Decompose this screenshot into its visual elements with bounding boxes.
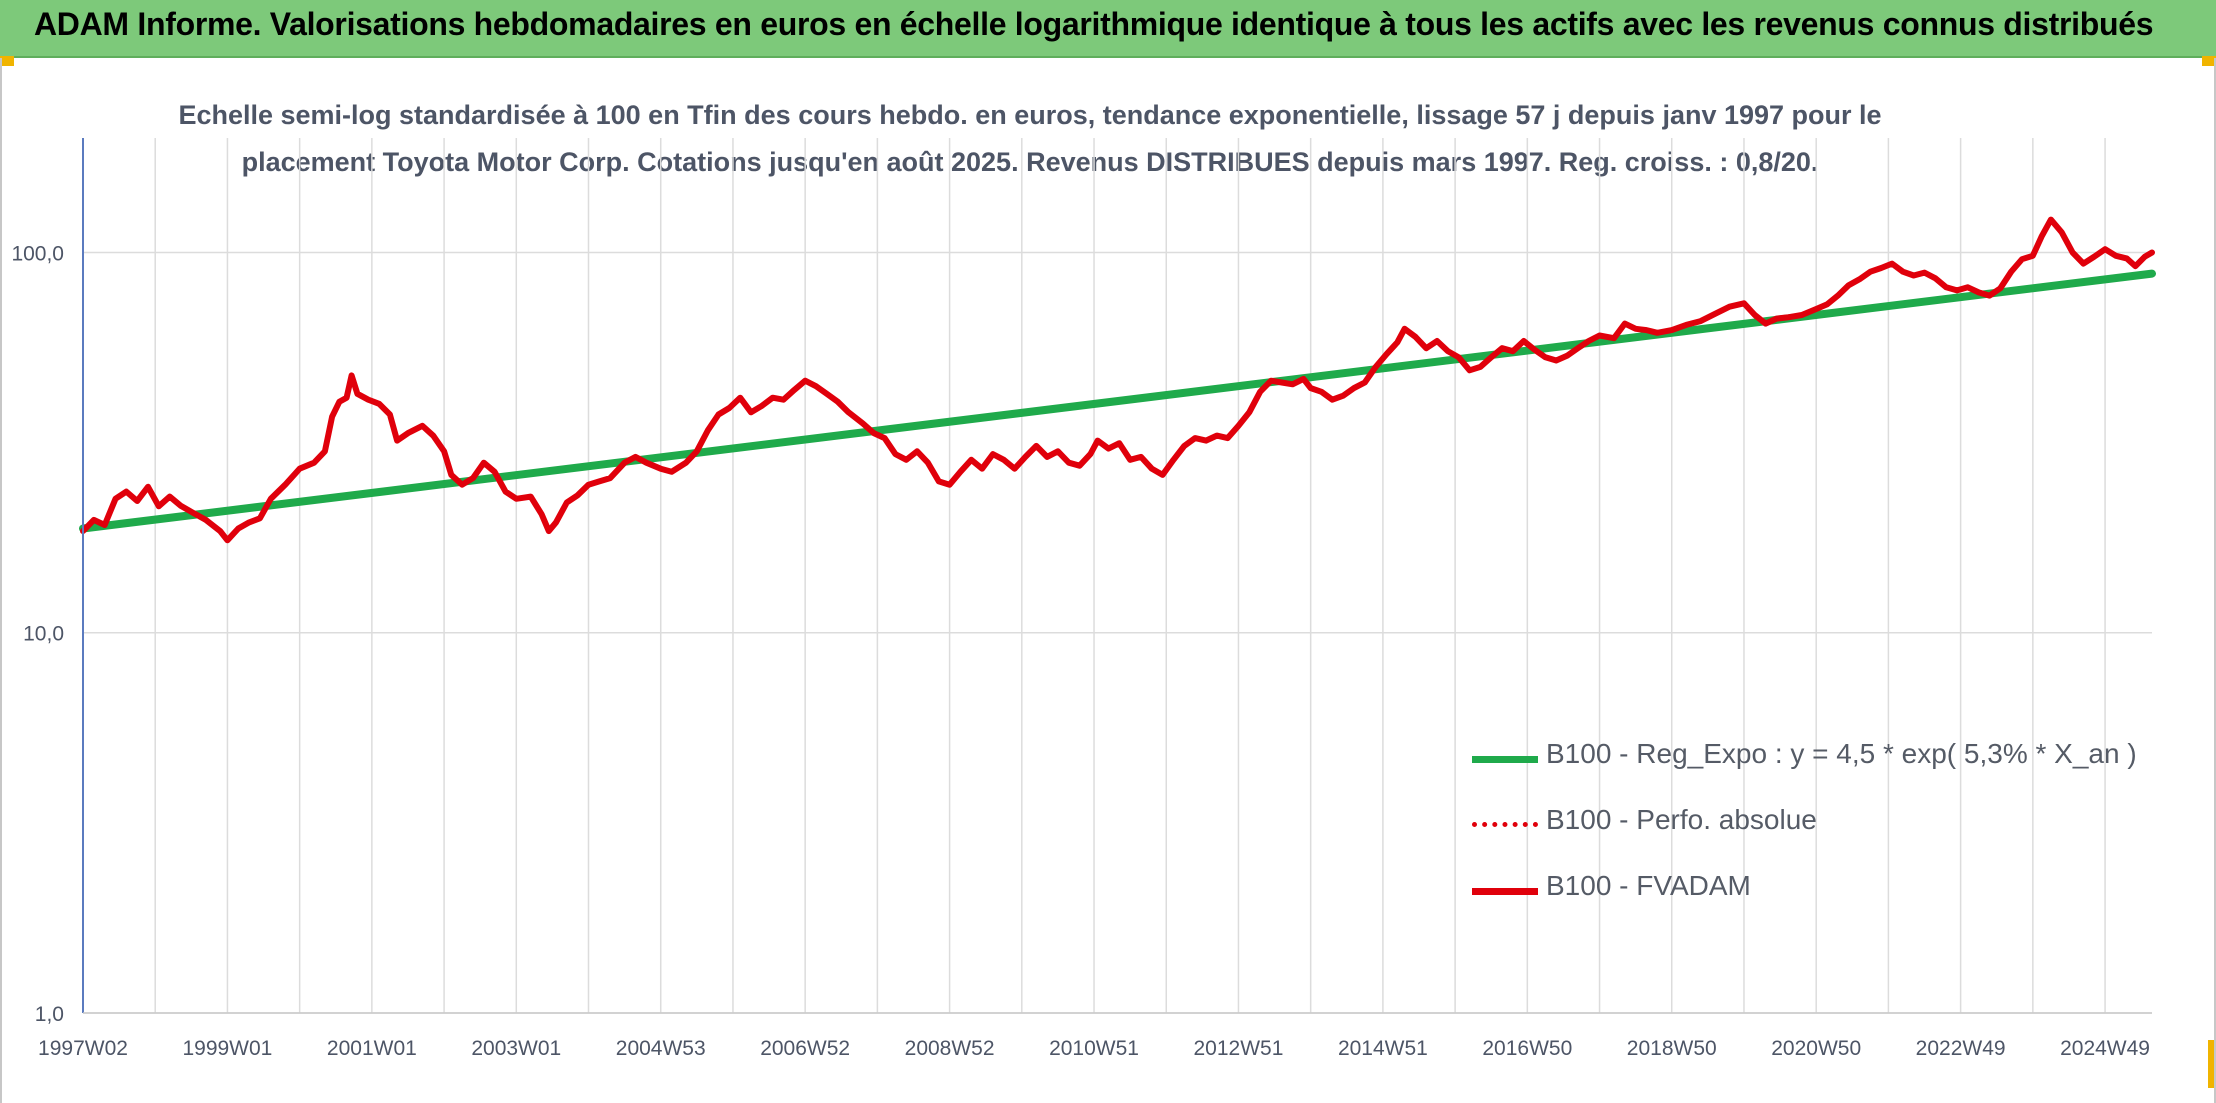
x-tick-label: 2003W01: [471, 1037, 561, 1060]
x-tick-label: 2001W01: [327, 1037, 417, 1060]
y-tick-label: 1,0: [35, 1003, 64, 1026]
x-tick-label: 2010W51: [1049, 1037, 1139, 1060]
x-tick-label: 2022W49: [1916, 1037, 2006, 1060]
y-tick-label: 10,0: [23, 623, 64, 646]
legend-label-fvadam: B100 - FVADAM: [1546, 870, 1751, 901]
axes: [82, 138, 2152, 1014]
header-banner: ADAM Informe. Valorisations hebdomadaire…: [0, 0, 2216, 58]
chart-frame: [0, 58, 2216, 1103]
fvadam-line: [80, 216, 2155, 544]
corner-marker-bottom-right: [2208, 1040, 2216, 1088]
legend-label-reg-expo: B100 - Reg_Expo : y = 4,5 * exp( 5,3% * …: [1546, 738, 2137, 769]
legend-swatch-fvadam: [1472, 888, 1538, 895]
regression-line: [79, 269, 2156, 533]
x-tick-label: 2004W53: [616, 1037, 706, 1060]
x-tick-label: 2018W50: [1627, 1037, 1717, 1060]
series-layer: [79, 216, 2156, 544]
y-tick-label: 100,0: [11, 242, 64, 265]
legend-label-perfo-absolue: B100 - Perfo. absolue: [1546, 804, 1817, 835]
chart-title: Echelle semi-log standardisée à 100 en T…: [150, 92, 1910, 186]
x-tick-label: 2014W51: [1338, 1037, 1428, 1060]
x-tick-label: 2006W52: [760, 1037, 850, 1060]
x-tick-label: 2008W52: [905, 1037, 995, 1060]
x-tick-label: 2020W50: [1771, 1037, 1861, 1060]
corner-marker-top-left: [0, 56, 14, 66]
gridlines: [83, 138, 2152, 1014]
x-axis-ticks: 1997W02 1999W01 2001W01 2003W01 2004W53 2006W…: [38, 1037, 2150, 1060]
report-title: ADAM Informe. Valorisations hebdomadaire…: [34, 6, 2154, 42]
x-tick-label: 2012W51: [1194, 1037, 1284, 1060]
corner-marker-top-right: [2202, 56, 2216, 66]
x-tick-label: 2024W49: [2060, 1037, 2150, 1060]
legend-swatch-reg-expo: [1472, 756, 1538, 763]
x-tick-label: 1997W02: [38, 1037, 128, 1060]
x-tick-label: 2016W50: [1482, 1037, 1572, 1060]
chart-title-line-2: placement Toyota Motor Corp. Cotations j…: [241, 147, 1819, 177]
chart-title-line-1: Echelle semi-log standardisée à 100 en T…: [178, 100, 1882, 130]
y-axis-ticks: 1,0 10,0 100,0: [11, 242, 64, 1026]
legend-swatch-perfo-absolue: [1472, 822, 1538, 827]
x-tick-label: 1999W01: [182, 1037, 272, 1060]
